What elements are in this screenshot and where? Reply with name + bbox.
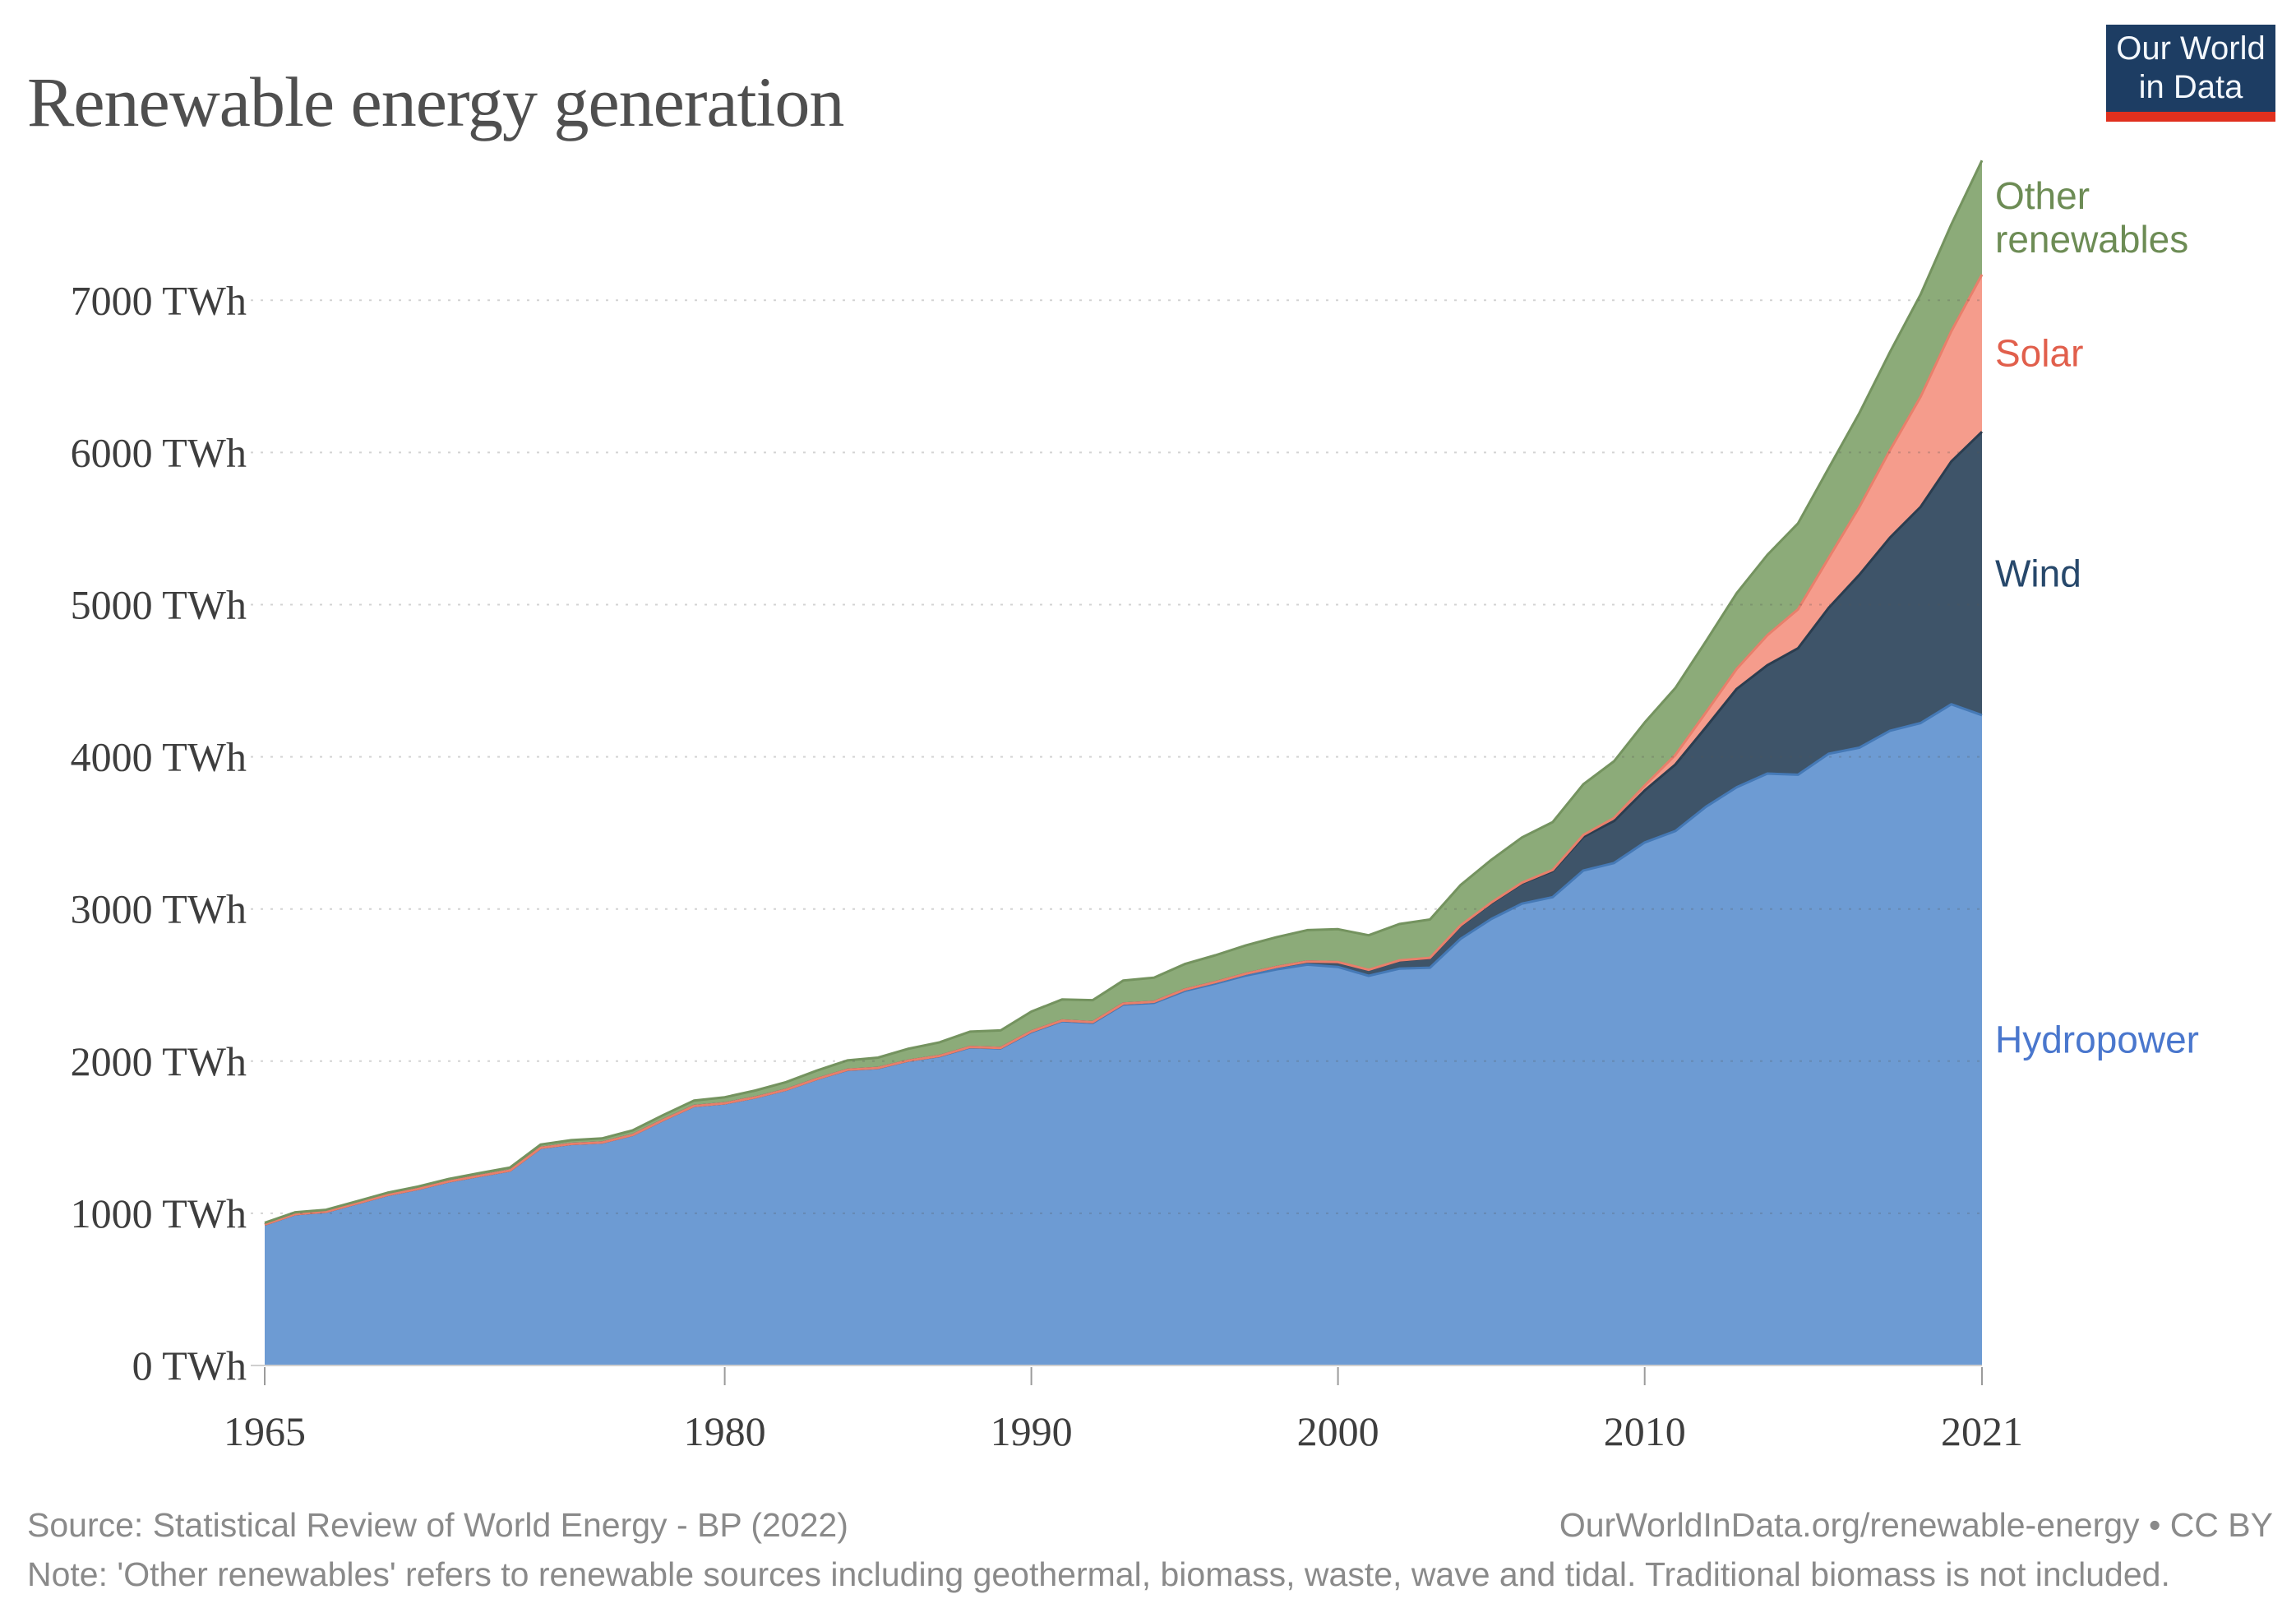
y-tick-label-6000: 6000 TWh	[71, 429, 247, 475]
owid-logo[interactable]: Our World in Data	[2106, 25, 2275, 122]
y-tick-label-7000: 7000 TWh	[71, 277, 247, 323]
attribution-link[interactable]: OurWorldInData.org/renewable-energy • CC…	[1559, 1506, 2273, 1544]
x-tick-label-2000: 2000	[1297, 1408, 1379, 1454]
source-note: Source: Statistical Review of World Ener…	[27, 1506, 848, 1544]
owid-logo-line2: in Data	[2138, 69, 2243, 105]
y-tick-label-4000: 4000 TWh	[71, 734, 247, 780]
area-hydropower[interactable]	[265, 704, 1982, 1365]
line-other_renewables	[264, 159, 1984, 1224]
x-tick-label-1990: 1990	[991, 1408, 1073, 1454]
y-tick-label-1000: 1000 TWh	[71, 1190, 247, 1236]
legend-label-other-renewables[interactable]: Other renewables	[1995, 174, 2189, 261]
x-tick-label-2010: 2010	[1604, 1408, 1686, 1454]
y-tick-label-3000: 3000 TWh	[71, 886, 247, 932]
legend-label-hydropower[interactable]: Hydropower	[1995, 1018, 2199, 1061]
legend-label-solar[interactable]: Solar	[1995, 331, 2084, 375]
x-tick-label-1980: 1980	[684, 1408, 766, 1454]
footnote: Note: 'Other renewables' refers to renew…	[27, 1555, 2170, 1593]
area-wind[interactable]	[265, 432, 1982, 1225]
y-tick-label-2000: 2000 TWh	[71, 1038, 247, 1084]
x-tick-label-1965: 1965	[224, 1408, 306, 1454]
legend-label-wind[interactable]: Wind	[1995, 552, 2081, 595]
page-title: Renewable energy generation	[27, 62, 844, 141]
owid-logo-line1: Our World	[2116, 30, 2266, 67]
y-tick-label-5000: 5000 TWh	[71, 582, 247, 628]
y-tick-label-0: 0 TWh	[132, 1342, 247, 1389]
x-tick-label-2021: 2021	[1941, 1408, 2023, 1454]
line-solar	[264, 274, 1984, 1227]
